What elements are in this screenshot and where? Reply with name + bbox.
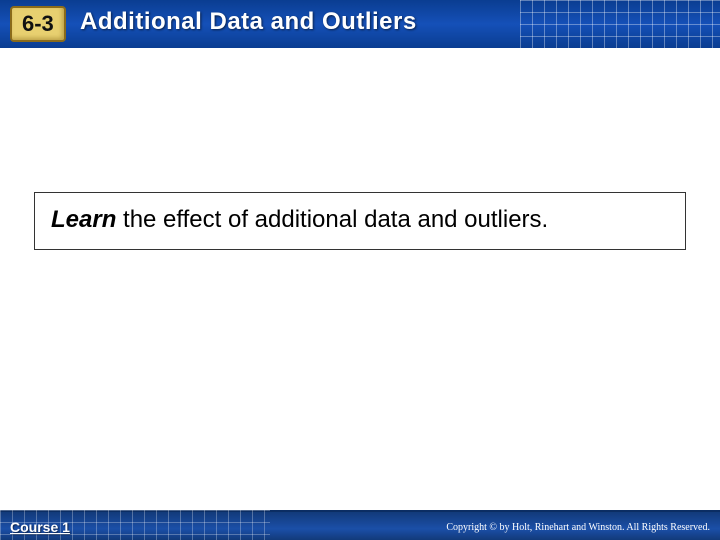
footer-bar: Course 1 Copyright © by Holt, Rinehart a… <box>0 510 720 540</box>
header-bar: 6-3 Additional Data and Outliers <box>0 0 720 48</box>
page-title: Additional Data and Outliers <box>80 8 417 36</box>
section-number: 6-3 <box>22 11 54 36</box>
header-grid-decoration <box>520 0 720 48</box>
learn-objective-box: Learn the effect of additional data and … <box>34 192 686 250</box>
course-label: Course 1 <box>10 519 70 535</box>
copyright-text: Copyright © by Holt, Rinehart and Winsto… <box>446 522 710 533</box>
section-number-chip: 6-3 <box>10 6 66 42</box>
learn-text: the effect of additional data and outlie… <box>116 206 548 233</box>
learn-label: Learn <box>51 206 116 233</box>
